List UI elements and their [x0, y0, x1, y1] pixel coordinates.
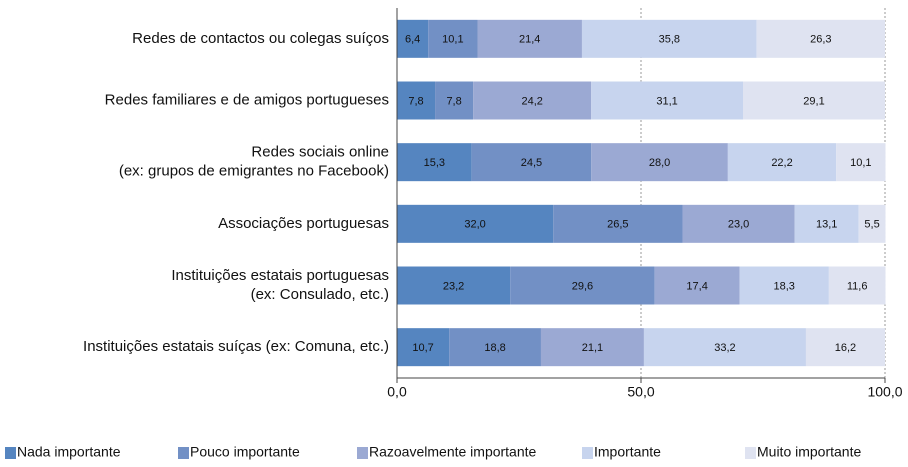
value-label: 16,2: [835, 342, 856, 354]
category-label: Instituições estatais portuguesas (ex: Co…: [171, 267, 389, 303]
value-label: 17,4: [686, 280, 707, 292]
category-label: Redes familiares e de amigos portugueses: [105, 91, 389, 108]
x-tick-label: 100,0: [867, 384, 902, 400]
category-label: Redes sociais online (ex: grupos de emigr…: [119, 144, 389, 180]
value-label: 35,8: [659, 34, 680, 46]
value-label: 11,6: [847, 280, 868, 292]
value-label: 28,0: [649, 157, 670, 169]
bar-segment: [654, 266, 740, 305]
bar-segment: [742, 81, 885, 120]
category-label: Redes de contactos ou colegas suíços: [132, 30, 389, 47]
bar-segment: [682, 204, 795, 243]
bar-segment: [397, 19, 429, 58]
x-tick-label: 0,0: [387, 384, 407, 400]
legend-label: Razoavelmente importante: [369, 444, 537, 460]
bar-segment: [727, 143, 837, 182]
bar-segment: [449, 328, 541, 367]
value-label: 10,1: [850, 157, 871, 169]
value-label: 33,2: [714, 342, 735, 354]
bar-segment: [510, 266, 655, 305]
category-label: Instituições estatais suíças (ex: Comuna…: [83, 338, 389, 355]
legend-swatch: [5, 447, 16, 459]
bar-segment: [397, 204, 554, 243]
value-label: 7,8: [446, 95, 461, 107]
bar-segment: [435, 81, 474, 120]
legend-swatch: [745, 447, 756, 459]
value-label: 26,5: [607, 219, 628, 231]
bar-segment: [477, 19, 582, 58]
bar-segment: [553, 204, 683, 243]
bar-segment: [397, 266, 511, 305]
value-label: 15,3: [424, 157, 445, 169]
bar-segment: [643, 328, 806, 367]
value-label: 29,1: [803, 95, 824, 107]
value-label: 32,0: [464, 219, 485, 231]
value-label: 6,4: [405, 34, 420, 46]
bar-segment: [473, 81, 592, 120]
category-label-line: (ex: grupos de emigrantes no Facebook): [119, 163, 389, 180]
value-label: 23,0: [728, 219, 749, 231]
x-tick-label: 50,0: [627, 384, 654, 400]
category-label: Associações portuguesas: [218, 215, 389, 232]
bar-segment: [739, 266, 829, 305]
value-label: 24,5: [521, 157, 542, 169]
bar-segment: [397, 143, 472, 182]
category-label-line: Instituições estatais portuguesas: [171, 267, 389, 284]
bar-segment: [540, 328, 644, 367]
bar-segment: [428, 19, 478, 58]
bar-segment: [836, 143, 886, 182]
value-label: 21,4: [519, 34, 540, 46]
legend-label: Pouco importante: [190, 444, 300, 460]
legend-label: Muito importante: [757, 444, 861, 460]
bar-segment: [397, 81, 436, 120]
bar-segment: [581, 19, 757, 58]
bar-segment: [805, 328, 885, 367]
legend-swatch: [357, 447, 368, 459]
bar-segment: [591, 143, 728, 182]
bar-segment: [794, 204, 859, 243]
value-label: 10,7: [412, 342, 433, 354]
bar-segment: [828, 266, 886, 305]
value-label: 18,3: [774, 280, 795, 292]
legend-label: Nada importante: [17, 444, 121, 460]
category-label-line: (ex: Consulado, etc.): [251, 286, 389, 303]
value-label: 5,5: [864, 219, 879, 231]
legend-swatch: [582, 447, 593, 459]
bar-segment: [858, 204, 886, 243]
value-label: 24,2: [521, 95, 542, 107]
value-label: 7,8: [408, 95, 423, 107]
value-label: 22,2: [771, 157, 792, 169]
legend-swatch: [178, 447, 189, 459]
value-label: 26,3: [810, 34, 831, 46]
bar-segment: [756, 19, 885, 58]
bar-segment: [471, 143, 592, 182]
value-label: 29,6: [572, 280, 593, 292]
legend-label: Importante: [594, 444, 661, 460]
value-label: 31,1: [656, 95, 677, 107]
value-label: 18,8: [484, 342, 505, 354]
value-label: 13,1: [816, 219, 837, 231]
value-label: 23,2: [443, 280, 464, 292]
bar-segment: [397, 328, 450, 367]
category-label-line: Redes sociais online: [251, 144, 389, 161]
bar-segment: [591, 81, 743, 120]
value-label: 21,1: [582, 342, 603, 354]
value-label: 10,1: [442, 34, 463, 46]
